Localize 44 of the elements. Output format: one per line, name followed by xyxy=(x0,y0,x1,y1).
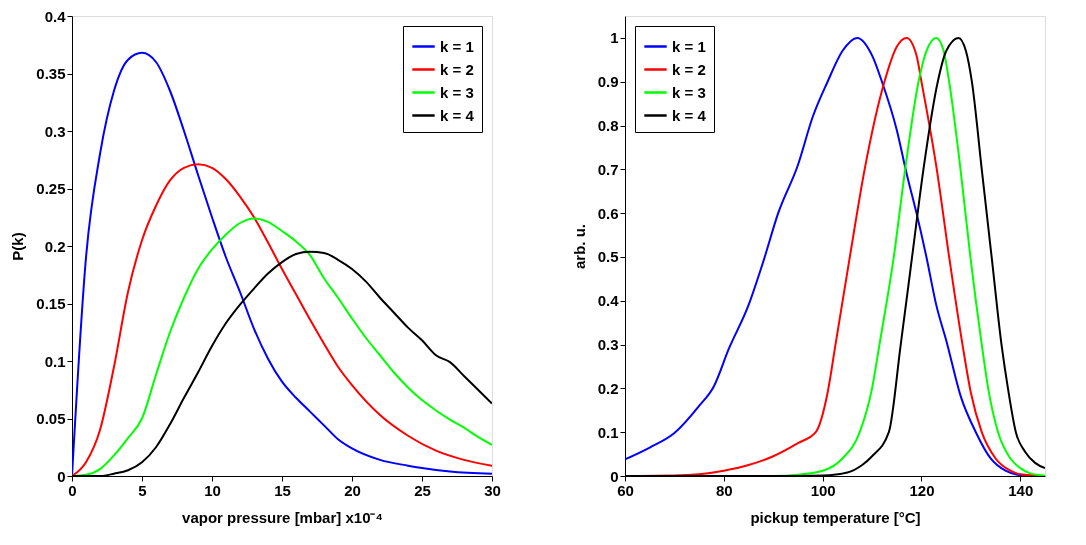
y-tick-label: 0.8 xyxy=(597,117,619,135)
y-tick-label: 0.4 xyxy=(597,292,620,310)
x-tick-label: 100 xyxy=(810,481,836,499)
legend-label: k = 1 xyxy=(440,37,474,55)
y-tick-label: 0.1 xyxy=(597,423,619,441)
y-tick-label: 0.3 xyxy=(597,336,619,354)
legend-label: k = 3 xyxy=(672,83,706,101)
y-tick-label: 0.5 xyxy=(597,248,619,266)
y-tick-label: 0.9 xyxy=(597,73,619,91)
y-axis-title: arb. u. xyxy=(570,223,588,270)
legend-label: k = 1 xyxy=(672,37,706,55)
x-axis-title: pickup temperature [°C] xyxy=(750,508,921,526)
y-tick-label: 0 xyxy=(610,467,619,485)
legend-label: k = 3 xyxy=(440,83,474,101)
y-tick-label: 0.7 xyxy=(597,160,619,178)
x-tick-label: 30 xyxy=(484,481,501,499)
y-tick-label: 0 xyxy=(57,467,66,485)
x-tick-label: 140 xyxy=(1008,481,1034,499)
x-tick-label: 0 xyxy=(68,481,77,499)
y-tick-label: 1 xyxy=(610,29,619,47)
x-tick-label: 80 xyxy=(715,481,733,499)
y-tick-label: 0.25 xyxy=(36,180,66,197)
x-axis-title: vapor pressure [mbar] x10⁻⁴ xyxy=(182,508,383,526)
y-tick-label: 0.05 xyxy=(36,410,66,427)
y-tick-label: 0.2 xyxy=(44,237,66,255)
legend-label: k = 4 xyxy=(440,106,475,124)
y-tick-label: 0.15 xyxy=(36,295,66,312)
x-tick-label: 25 xyxy=(414,481,431,499)
y-tick-label: 0.1 xyxy=(44,352,66,370)
x-tick-label: 10 xyxy=(204,481,221,499)
x-tick-label: 5 xyxy=(138,481,147,499)
y-tick-label: 0.2 xyxy=(597,379,619,397)
y-axis-title: P(k) xyxy=(9,232,27,261)
x-tick-label: 120 xyxy=(909,481,935,499)
y-tick-label: 0.4 xyxy=(44,7,67,25)
legend-label: k = 2 xyxy=(440,60,474,78)
legend-label: k = 2 xyxy=(672,60,706,78)
y-tick-label: 0.35 xyxy=(36,65,66,82)
legend-label: k = 4 xyxy=(672,106,707,124)
x-tick-label: 60 xyxy=(617,481,634,499)
x-tick-label: 20 xyxy=(344,481,361,499)
y-tick-label: 0.3 xyxy=(44,122,66,140)
x-tick-label: 15 xyxy=(274,481,291,499)
y-tick-label: 0.6 xyxy=(597,204,619,222)
